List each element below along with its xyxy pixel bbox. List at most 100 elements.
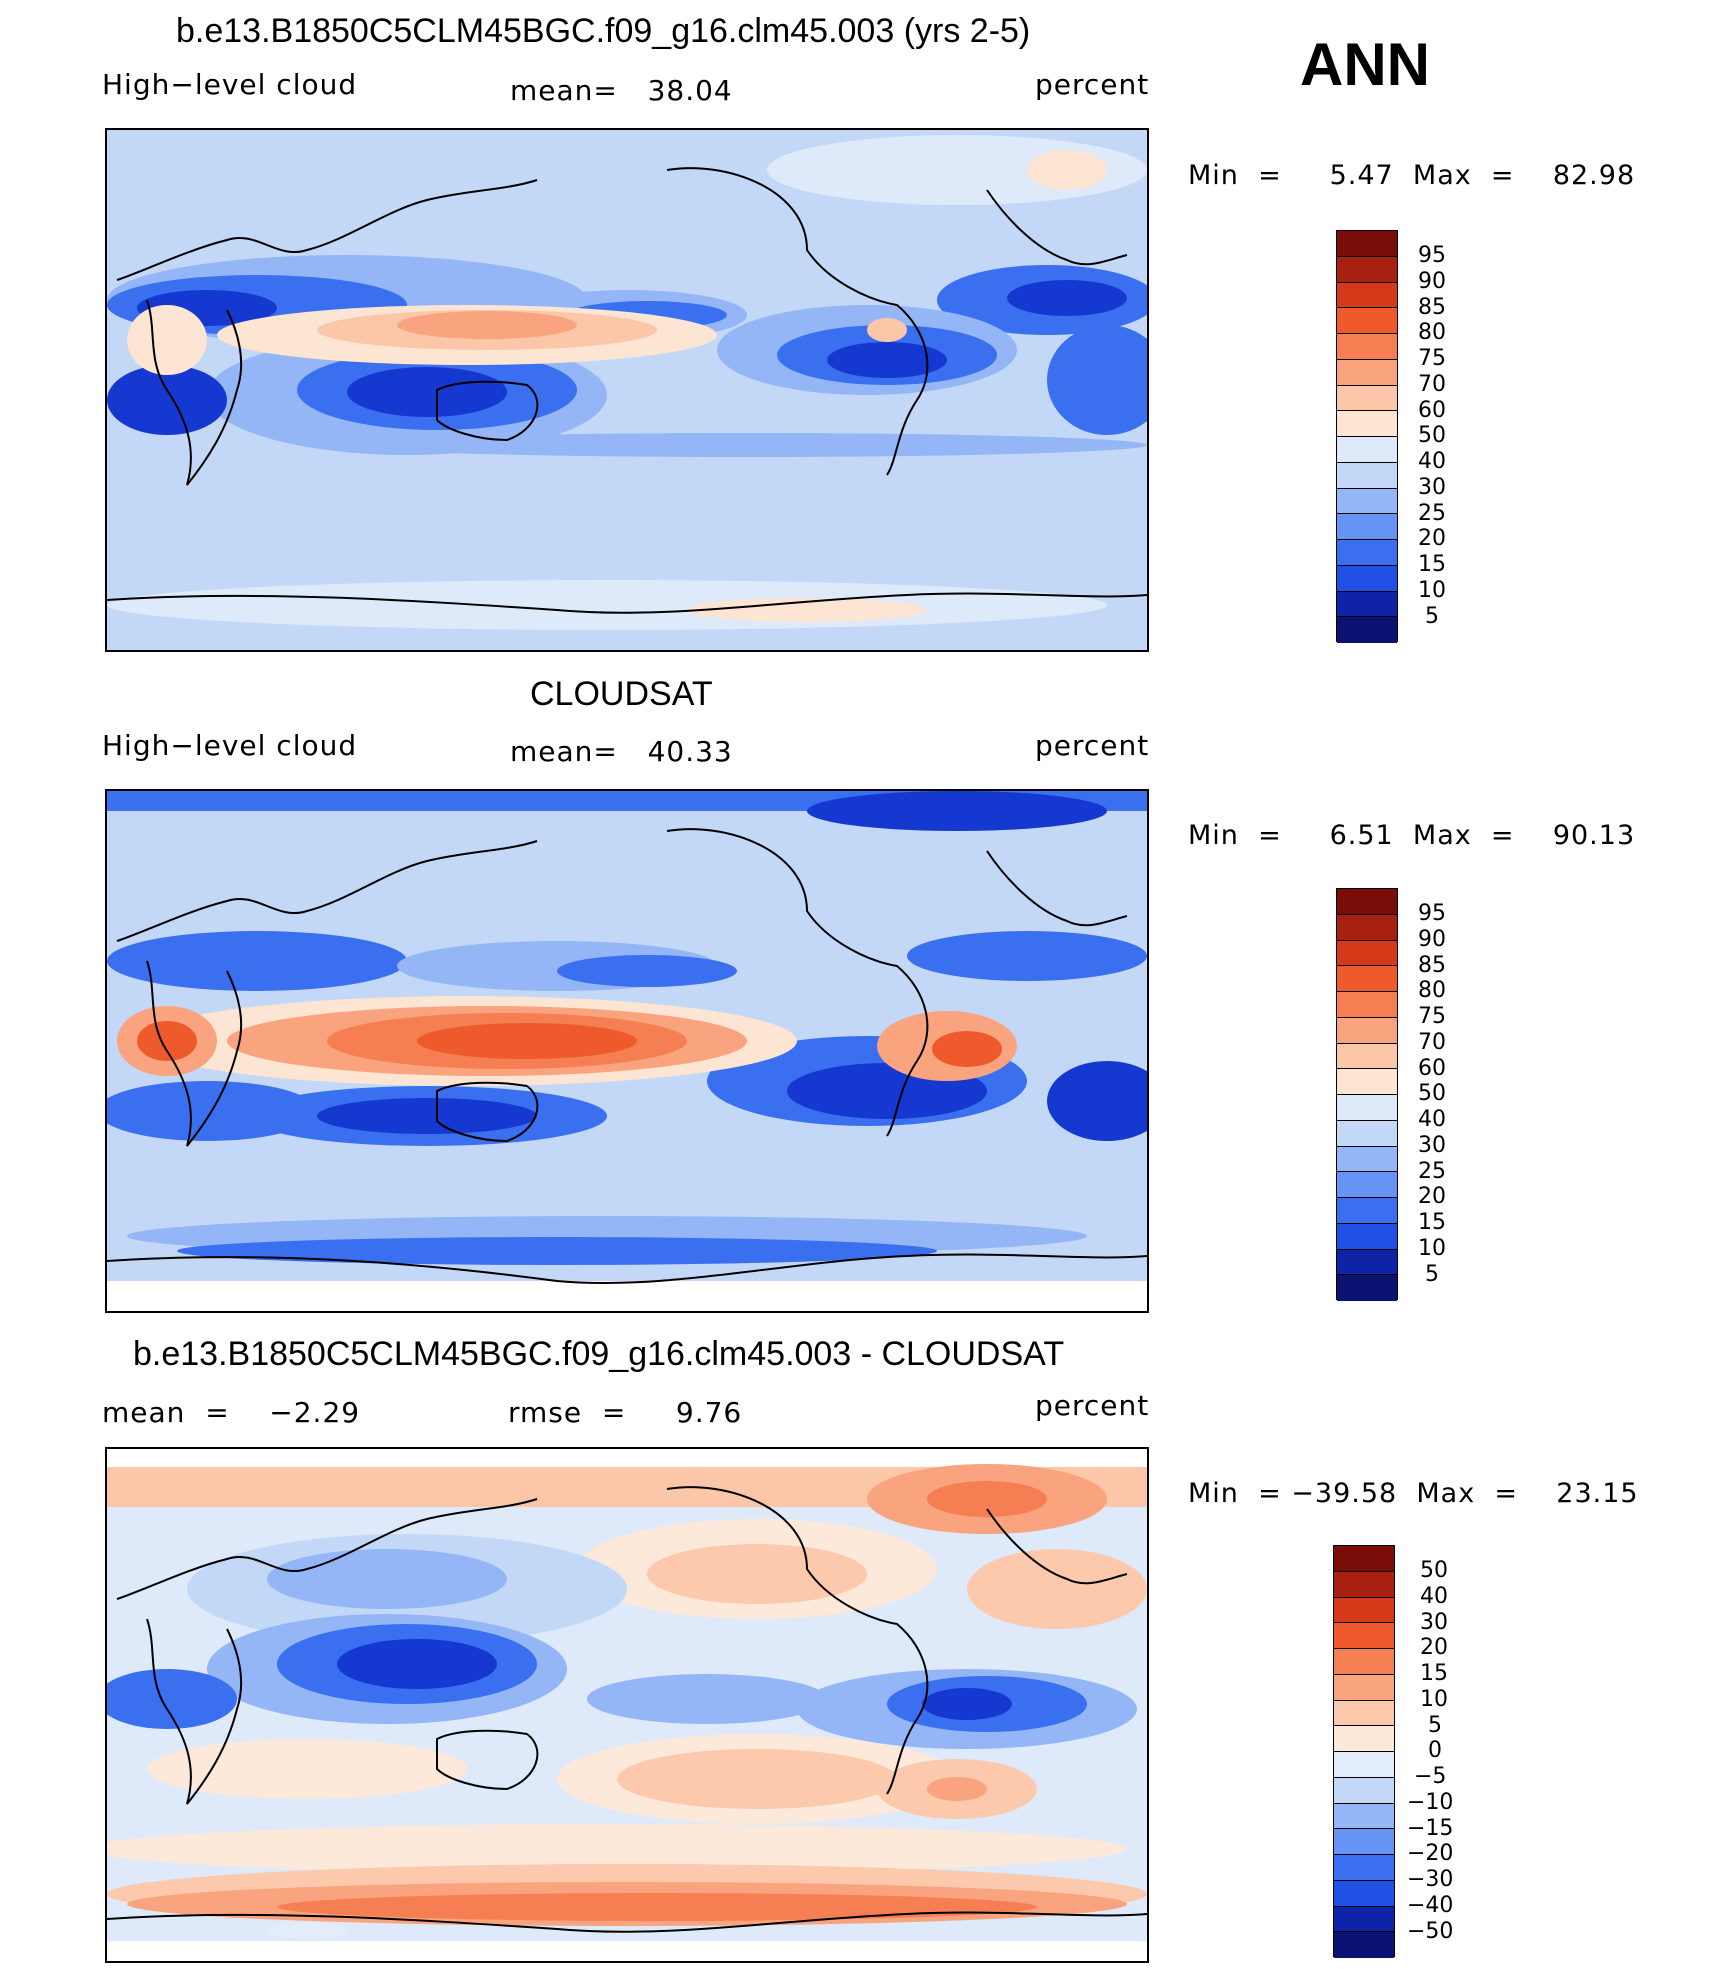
colorbar-swatch (1337, 308, 1397, 334)
panel1-contour-field (107, 130, 1147, 650)
panel2-coastlines (107, 828, 1147, 1285)
colorbar-label: 50 (1418, 423, 1446, 448)
colorbar-swatch (1337, 889, 1397, 915)
colorbar-label: 40 (1418, 1107, 1446, 1132)
colorbar-swatch (1337, 462, 1397, 489)
colorbar-swatch (1337, 256, 1397, 283)
colorbar-label: 95 (1418, 243, 1446, 268)
colorbar-swatch (1337, 966, 1397, 992)
colorbar-swatch (1337, 1017, 1397, 1044)
panel3-coastlines (107, 1486, 1147, 1933)
colorbar-swatch (1334, 1855, 1394, 1881)
colorbar-swatch (1337, 1069, 1397, 1095)
colorbar-label: 10 (1420, 1687, 1448, 1712)
colorbar-label: 15 (1418, 552, 1446, 577)
colorbar-label: 30 (1420, 1610, 1448, 1635)
colorbar-label: 60 (1418, 1056, 1446, 1081)
colorbar-swatch (1334, 1829, 1394, 1855)
panel1-units-label: percent (1035, 68, 1150, 101)
colorbar-label: −5 (1414, 1764, 1447, 1789)
colorbar-swatch (1334, 1752, 1394, 1778)
panel1-coastlines (107, 167, 1147, 614)
colorbar-label: 20 (1420, 1635, 1448, 1660)
colorbar-swatch (1337, 231, 1397, 257)
colorbar-swatch (1334, 1726, 1394, 1752)
panel2-units-label: percent (1035, 729, 1150, 762)
panel2-minmax: Min = 6.51 Max = 90.13 (1188, 820, 1636, 851)
colorbar-swatch (1337, 1146, 1397, 1173)
colorbar-swatch (1334, 1906, 1394, 1933)
colorbar-label: 90 (1418, 927, 1446, 952)
colorbar-swatch (1334, 1880, 1394, 1907)
panel2-colorbar (1336, 888, 1398, 1301)
colorbar-swatch (1337, 940, 1397, 967)
colorbar-label: −20 (1407, 1841, 1454, 1866)
colorbar-label: 75 (1418, 1004, 1446, 1029)
colorbar-label: 15 (1418, 1210, 1446, 1235)
colorbar-swatch (1334, 1932, 1394, 1958)
colorbar-label: 40 (1418, 449, 1446, 474)
colorbar-swatch (1334, 1803, 1394, 1830)
colorbar-swatch (1337, 565, 1397, 592)
colorbar-label: −50 (1407, 1919, 1454, 1944)
colorbar-swatch (1334, 1674, 1394, 1701)
colorbar-label: 95 (1418, 901, 1446, 926)
colorbar-swatch (1337, 411, 1397, 437)
colorbar-label: 90 (1418, 269, 1446, 294)
colorbar-label: 80 (1418, 978, 1446, 1003)
colorbar-label: 5 (1428, 1713, 1442, 1738)
colorbar-label: 10 (1418, 1236, 1446, 1261)
panel1-variable-label: High−level cloud (102, 68, 358, 101)
panel3-units-label: percent (1035, 1389, 1150, 1422)
colorbar-swatch (1337, 617, 1397, 643)
colorbar-label: 80 (1418, 320, 1446, 345)
colorbar-swatch (1334, 1649, 1394, 1675)
colorbar-swatch (1337, 437, 1397, 463)
colorbar-swatch (1337, 282, 1397, 309)
panel3-title: b.e13.B1850C5CLM45BGC.f09_g16.clm45.003 … (133, 1335, 1065, 1373)
colorbar-swatch (1337, 1043, 1397, 1070)
colorbar-label: 30 (1418, 1133, 1446, 1158)
colorbar-swatch (1334, 1597, 1394, 1624)
colorbar-swatch (1337, 1223, 1397, 1250)
panel3-colorbar (1333, 1545, 1395, 1958)
colorbar-swatch (1337, 914, 1397, 941)
colorbar-swatch (1337, 334, 1397, 360)
colorbar-label: −10 (1407, 1790, 1454, 1815)
colorbar-swatch (1337, 1095, 1397, 1121)
panel1-minmax: Min = 5.47 Max = 82.98 (1188, 160, 1636, 191)
colorbar-swatch (1337, 992, 1397, 1018)
panel2-map (105, 789, 1149, 1313)
season-label: ANN (1300, 31, 1430, 98)
colorbar-swatch (1337, 591, 1397, 618)
colorbar-label: 85 (1418, 295, 1446, 320)
colorbar-label: 40 (1420, 1584, 1448, 1609)
colorbar-swatch (1337, 488, 1397, 515)
panel3-contour-field (107, 1449, 1147, 1961)
panel2-mean-label: mean= 40.33 (510, 735, 733, 768)
panel1-map (105, 128, 1149, 652)
colorbar-swatch (1337, 1120, 1397, 1147)
colorbar-swatch (1334, 1777, 1394, 1804)
colorbar-swatch (1334, 1700, 1394, 1727)
panel1-mean-label: mean= 38.04 (510, 74, 733, 107)
colorbar-label: 5 (1425, 604, 1439, 629)
colorbar-swatch (1337, 514, 1397, 540)
colorbar-swatch (1337, 385, 1397, 412)
panel1-colorbar (1336, 230, 1398, 643)
colorbar-label: 20 (1418, 526, 1446, 551)
colorbar-label: 50 (1418, 1081, 1446, 1106)
colorbar-label: 85 (1418, 953, 1446, 978)
colorbar-swatch (1337, 540, 1397, 566)
colorbar-swatch (1337, 1275, 1397, 1301)
colorbar-swatch (1334, 1546, 1394, 1572)
colorbar-label: −40 (1407, 1893, 1454, 1918)
colorbar-label: 75 (1418, 346, 1446, 371)
panel3-rmse-label: rmse = 9.76 (508, 1396, 743, 1429)
colorbar-label: −30 (1407, 1867, 1454, 1892)
colorbar-swatch (1337, 1172, 1397, 1198)
colorbar-swatch (1337, 359, 1397, 386)
colorbar-label: 20 (1418, 1184, 1446, 1209)
colorbar-swatch (1337, 1249, 1397, 1276)
colorbar-label: 10 (1418, 578, 1446, 603)
